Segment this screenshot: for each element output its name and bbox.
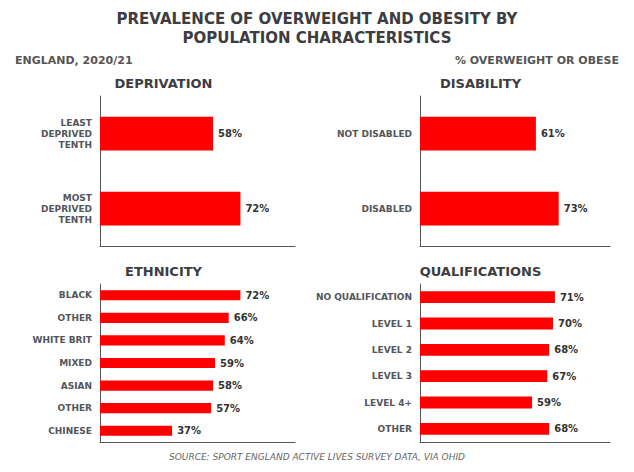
svg-text:DEPRIVATION: DEPRIVATION xyxy=(115,76,213,91)
svg-text:DEPRIVED: DEPRIVED xyxy=(41,129,92,139)
svg-text:58%: 58% xyxy=(218,380,242,391)
svg-text:OTHER: OTHER xyxy=(58,403,92,413)
svg-text:68%: 68% xyxy=(554,423,578,434)
svg-text:WHITE BRIT: WHITE BRIT xyxy=(32,335,92,345)
svg-text:TENTH: TENTH xyxy=(59,215,93,225)
svg-text:61%: 61% xyxy=(541,128,565,139)
svg-text:CHINESE: CHINESE xyxy=(48,426,92,436)
svg-text:LEVEL 1: LEVEL 1 xyxy=(372,319,412,329)
svg-text:MIXED: MIXED xyxy=(59,358,92,368)
svg-text:OTHER: OTHER xyxy=(378,424,412,434)
svg-text:LEVEL 4+: LEVEL 4+ xyxy=(364,398,412,408)
svg-text:ENGLAND, 2020/21: ENGLAND, 2020/21 xyxy=(15,54,133,67)
svg-text:59%: 59% xyxy=(220,358,244,369)
svg-text:71%: 71% xyxy=(560,292,584,303)
svg-text:% OVERWEIGHT OR OBESE: % OVERWEIGHT OR OBESE xyxy=(455,54,619,67)
svg-text:ETHNICITY: ETHNICITY xyxy=(125,264,203,279)
svg-text:73%: 73% xyxy=(564,203,588,214)
svg-text:37%: 37% xyxy=(177,425,201,436)
svg-text:DISABLED: DISABLED xyxy=(362,204,412,214)
svg-text:OTHER: OTHER xyxy=(58,313,92,323)
svg-text:POPULATION CHARACTERISTICS: POPULATION CHARACTERISTICS xyxy=(183,29,452,47)
svg-text:LEVEL 2: LEVEL 2 xyxy=(372,345,412,355)
svg-text:BLACK: BLACK xyxy=(59,290,93,300)
svg-text:58%: 58% xyxy=(218,128,242,139)
svg-text:72%: 72% xyxy=(245,290,269,301)
svg-text:72%: 72% xyxy=(245,203,269,214)
svg-text:PREVALENCE OF OVERWEIGHT AND O: PREVALENCE OF OVERWEIGHT AND OBESITY BY xyxy=(117,10,519,28)
svg-text:LEAST: LEAST xyxy=(61,118,93,128)
svg-text:67%: 67% xyxy=(552,371,576,382)
svg-text:57%: 57% xyxy=(216,403,240,414)
svg-text:DEPRIVED: DEPRIVED xyxy=(41,204,92,214)
svg-text:NO QUALIFICATION: NO QUALIFICATION xyxy=(316,292,412,302)
svg-text:NOT DISABLED: NOT DISABLED xyxy=(337,129,412,139)
svg-text:MOST: MOST xyxy=(63,193,93,203)
svg-text:64%: 64% xyxy=(230,335,254,346)
svg-text:LEVEL 3: LEVEL 3 xyxy=(372,371,412,381)
svg-text:70%: 70% xyxy=(558,318,582,329)
svg-text:TENTH: TENTH xyxy=(59,140,93,150)
svg-text:DISABILITY: DISABILITY xyxy=(440,76,522,91)
svg-text:68%: 68% xyxy=(554,344,578,355)
svg-text:66%: 66% xyxy=(234,312,258,323)
svg-text:ASIAN: ASIAN xyxy=(61,381,92,391)
svg-text:59%: 59% xyxy=(537,397,561,408)
svg-text:SOURCE: SPORT ENGLAND ACTIVE L: SOURCE: SPORT ENGLAND ACTIVE LIVES SURVE… xyxy=(169,452,465,462)
svg-text:QUALIFICATIONS: QUALIFICATIONS xyxy=(420,264,542,279)
